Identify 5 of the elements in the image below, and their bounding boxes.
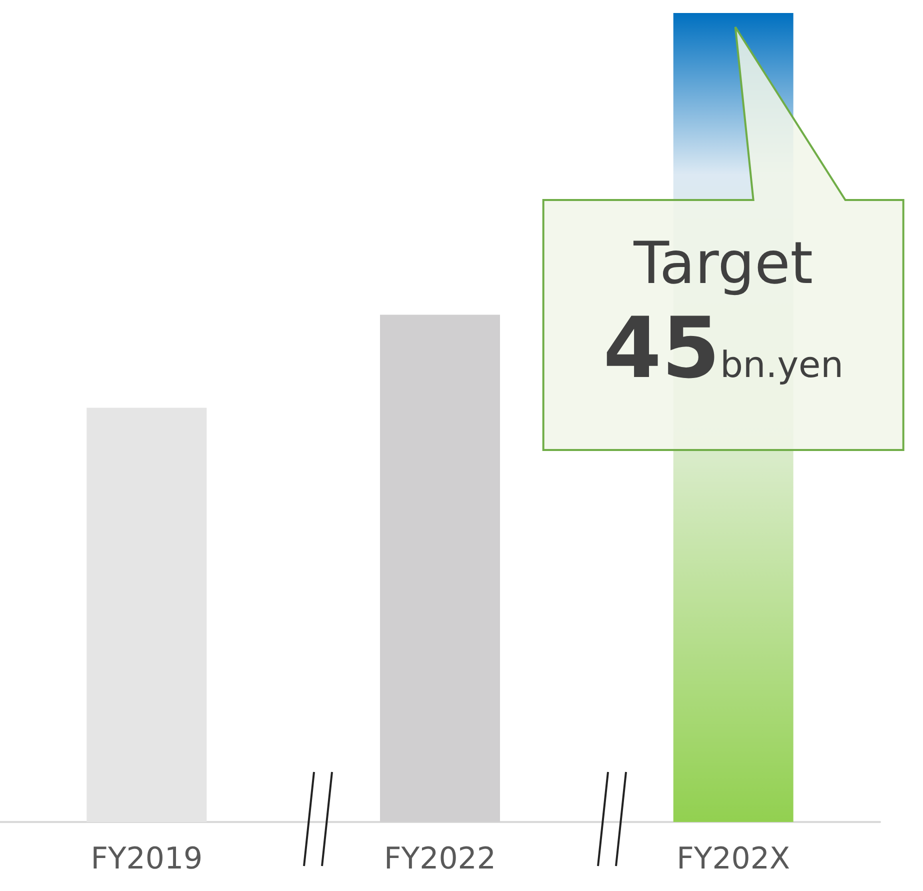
annotation: 45bn.yen xyxy=(603,299,844,397)
annotation: Target xyxy=(632,228,814,298)
x-tick-label: FY2019 xyxy=(90,842,203,876)
x-tick-label: FY2022 xyxy=(384,842,496,876)
x-tick-label: FY202X xyxy=(676,842,790,876)
